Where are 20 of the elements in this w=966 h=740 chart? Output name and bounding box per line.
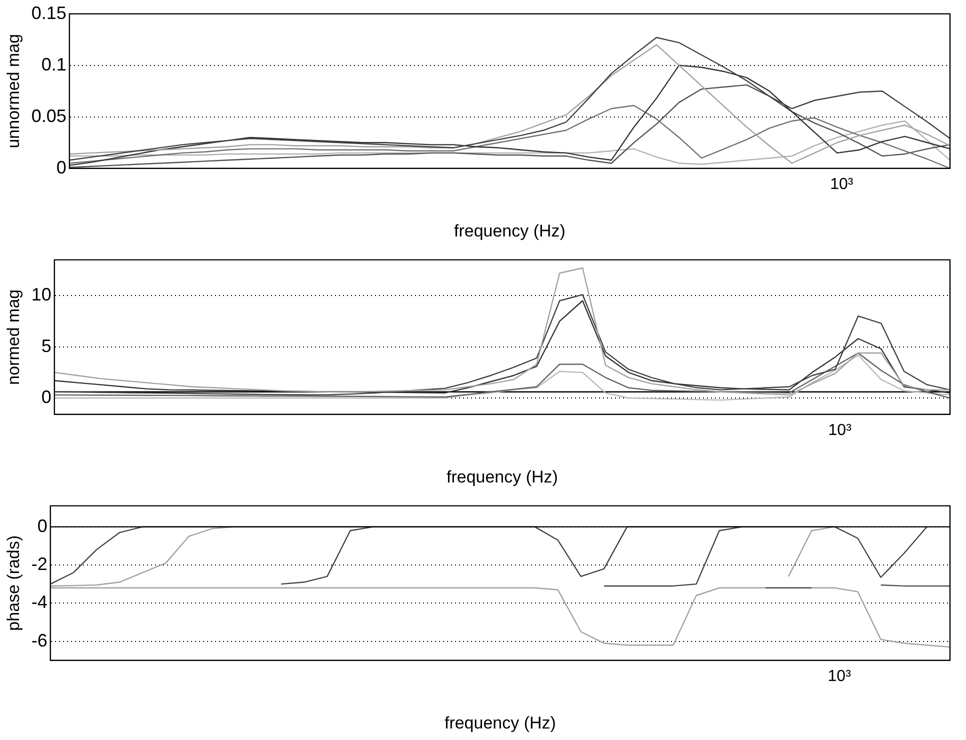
y-tick-label: 0.15: [31, 2, 66, 23]
text: 10³: [830, 176, 854, 193]
y-axis-title: phase (rads): [4, 535, 23, 631]
y-tick-label: -6: [31, 630, 48, 650]
y-tick-label: 0: [37, 516, 48, 536]
x-axis-title: frequency (Hz): [444, 713, 556, 732]
y-tick-label: -2: [31, 554, 48, 574]
x-axis-title: frequency (Hz): [446, 467, 558, 486]
y-tick-label: 0: [56, 157, 66, 178]
y-tick-label: 10: [31, 284, 52, 305]
text: 10³: [828, 668, 852, 685]
y-tick-label: 0.1: [41, 54, 66, 74]
text: 10³: [828, 422, 852, 439]
y-axis-title: normed mag: [4, 289, 23, 385]
y-axis-title: unnormed mag: [4, 34, 23, 148]
y-tick-label: 5: [41, 336, 52, 356]
y-tick-label: 0.05: [31, 106, 66, 126]
y-tick-label: 0: [41, 386, 52, 407]
y-tick-label: -4: [31, 592, 48, 612]
x-axis-title: frequency (Hz): [454, 221, 566, 240]
